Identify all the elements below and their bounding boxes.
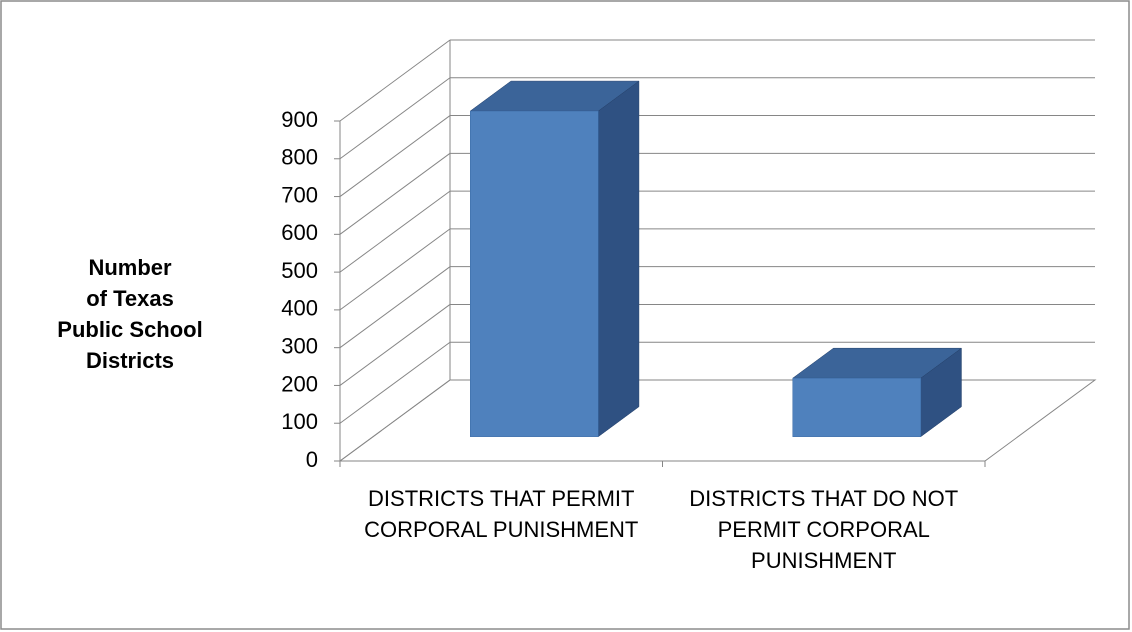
grid-line xyxy=(339,190,451,273)
x-tick-label: DISTRICTS THAT PERMIT CORPORAL PUNISHMEN… xyxy=(364,486,639,542)
y-axis-title-line: Districts xyxy=(85,348,175,373)
y-tick-label: 300 xyxy=(281,333,318,358)
y-tick-label: 700 xyxy=(281,182,318,207)
grid-line xyxy=(339,341,451,424)
y-tick-label: 900 xyxy=(281,107,318,132)
y-axis-title-line: of Texas xyxy=(86,286,174,311)
grid-line xyxy=(339,379,451,462)
y-tick-label: 500 xyxy=(281,258,318,283)
grid-line xyxy=(339,152,451,235)
y-tick-label: 600 xyxy=(281,220,318,245)
grid-line xyxy=(339,266,451,349)
y-tick-label: 800 xyxy=(281,145,318,170)
y-tick-label: 400 xyxy=(281,296,318,321)
grid-line xyxy=(339,115,451,197)
y-axis-title-line: Public School xyxy=(57,317,203,342)
x-tick-label: DISTRICTS THAT DO NOT PERMIT CORPORAL PU… xyxy=(689,486,959,573)
y-tick-label: 200 xyxy=(281,371,318,396)
bar xyxy=(792,377,921,437)
floor xyxy=(338,379,1097,462)
bar-side xyxy=(598,80,640,438)
bar xyxy=(470,110,599,437)
grid-line xyxy=(339,228,451,311)
grid-line xyxy=(339,304,451,386)
y-tick-label: 0 xyxy=(306,447,318,472)
y-axis-title-line: Number xyxy=(88,255,172,280)
grid-line xyxy=(339,77,451,160)
grid-line xyxy=(339,39,451,122)
y-axis-title: Number of Texas Public School Districts xyxy=(20,252,240,376)
y-tick-label: 100 xyxy=(281,409,318,434)
